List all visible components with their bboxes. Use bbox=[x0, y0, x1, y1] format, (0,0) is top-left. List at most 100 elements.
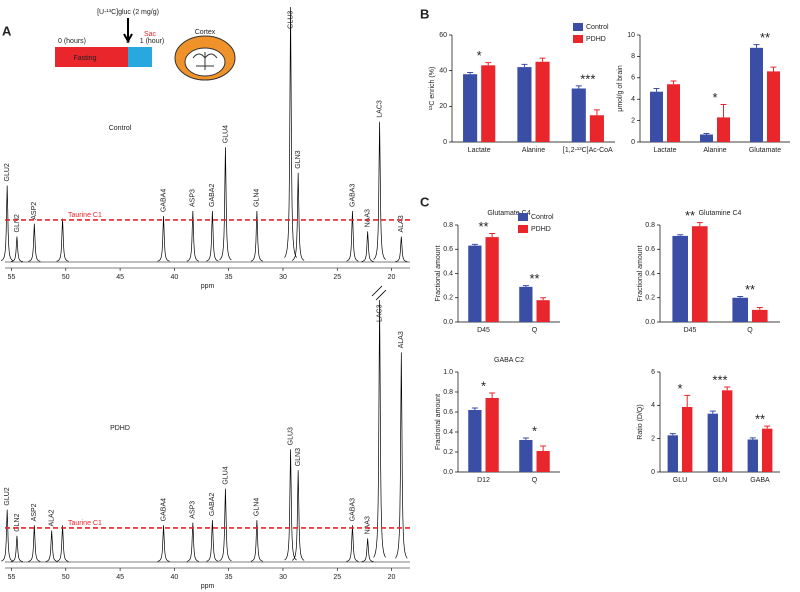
panel-label: C bbox=[420, 194, 430, 209]
significance: *** bbox=[580, 71, 595, 86]
peak-label: GLU3 bbox=[287, 11, 294, 29]
peak bbox=[250, 520, 263, 562]
error-bar bbox=[684, 394, 691, 407]
x-tick-label: GLN bbox=[713, 477, 727, 484]
y-tick-label: 0.2 bbox=[443, 449, 453, 456]
error-bar bbox=[575, 85, 582, 89]
start-label: 0 (hours) bbox=[58, 38, 86, 45]
bar bbox=[589, 115, 604, 142]
x-tick-label: Alanine bbox=[522, 147, 545, 154]
x-tick-label: D12 bbox=[477, 477, 490, 484]
peak-label: GLU4 bbox=[222, 125, 229, 143]
bar bbox=[732, 297, 748, 322]
error-bar bbox=[489, 392, 496, 398]
peak bbox=[361, 231, 374, 262]
y-tick-label: 6 bbox=[651, 369, 655, 376]
bar bbox=[535, 61, 550, 142]
legend-swatch bbox=[518, 225, 528, 233]
bar bbox=[468, 245, 482, 322]
peak bbox=[373, 299, 386, 558]
x-tick-label: GABA bbox=[750, 477, 770, 484]
bar bbox=[485, 398, 499, 472]
x-tick-label: 30 bbox=[279, 274, 287, 281]
peak bbox=[206, 520, 219, 562]
error-bar bbox=[753, 44, 760, 48]
peak bbox=[10, 236, 23, 262]
legend-swatch bbox=[518, 213, 528, 221]
bar bbox=[717, 117, 730, 142]
peak-label: ALA3 bbox=[398, 331, 405, 348]
error-bar bbox=[670, 80, 677, 85]
error-bar bbox=[540, 445, 547, 451]
peak bbox=[284, 6, 297, 258]
x-tick-label: 50 bbox=[62, 574, 70, 581]
significance: * bbox=[677, 381, 682, 396]
x-tick-label: Alanine bbox=[703, 147, 726, 154]
significance: ** bbox=[755, 412, 765, 427]
y-tick-label: 8 bbox=[631, 53, 635, 60]
y-tick-label: 2 bbox=[651, 436, 655, 443]
bar bbox=[536, 300, 550, 322]
peak-label: ASP2 bbox=[31, 202, 38, 220]
significance: * bbox=[481, 378, 486, 393]
reference-label: Taurine C1 bbox=[68, 520, 102, 527]
injection-arrow bbox=[123, 18, 133, 44]
legend-label: PDHD bbox=[586, 36, 606, 43]
significance: ** bbox=[745, 282, 755, 297]
peak-label: NAA3 bbox=[364, 516, 371, 534]
y-tick-label: 6 bbox=[631, 75, 635, 82]
peak bbox=[56, 218, 69, 262]
error-bar bbox=[653, 88, 660, 92]
x-tick-label: Q bbox=[532, 327, 538, 334]
x-tick-label: 25 bbox=[333, 274, 341, 281]
bar bbox=[767, 71, 780, 142]
x-tick-label: 50 bbox=[62, 274, 70, 281]
y-tick-label: 0 bbox=[651, 469, 655, 476]
x-tick-label: Q bbox=[747, 327, 753, 334]
significance: ** bbox=[760, 30, 770, 45]
x-tick-label: 45 bbox=[116, 574, 124, 581]
y-tick-label: 0.4 bbox=[645, 270, 655, 277]
timeline: Fasting 0 (hours) 5 Sac 1 (hour) [U-¹³C]… bbox=[55, 9, 236, 81]
error-bar bbox=[756, 306, 763, 310]
injection-label: [U-¹³C]gluc (2 mg/g) bbox=[97, 9, 159, 16]
y-tick-label: 10 bbox=[627, 32, 635, 39]
error-bar bbox=[749, 437, 756, 440]
peak-label: GABA2 bbox=[209, 184, 216, 207]
region-label: Cortex bbox=[195, 29, 216, 36]
peak-label: GLN4 bbox=[254, 498, 261, 516]
error-bar bbox=[737, 296, 744, 298]
error-bar bbox=[467, 71, 474, 75]
peak bbox=[157, 216, 170, 262]
peak-label: GLN2 bbox=[14, 214, 21, 232]
peak bbox=[361, 538, 374, 562]
peak-label: GABA3 bbox=[349, 184, 356, 207]
significance: * bbox=[477, 48, 482, 63]
y-tick-label: 0.4 bbox=[443, 270, 453, 277]
chart-title: GABA C2 bbox=[494, 357, 524, 364]
bar bbox=[667, 84, 680, 142]
legend-swatch bbox=[573, 35, 583, 43]
legend-label: Control bbox=[531, 214, 554, 221]
peak-label: GLU3 bbox=[287, 427, 294, 445]
error-bar bbox=[593, 109, 600, 116]
bar bbox=[667, 435, 678, 472]
bar bbox=[692, 226, 708, 322]
bar bbox=[481, 65, 496, 142]
error-bar bbox=[522, 437, 529, 440]
error-bar bbox=[709, 410, 716, 414]
bar bbox=[722, 390, 733, 472]
x-tick-label: 55 bbox=[8, 274, 16, 281]
reference-label: Taurine C1 bbox=[68, 212, 102, 219]
y-tick-label: 40 bbox=[439, 68, 447, 75]
y-tick-label: 4 bbox=[651, 402, 655, 409]
panel-label: B bbox=[420, 6, 429, 21]
x-tick-label: D45 bbox=[477, 327, 490, 334]
peak-label: ALA2 bbox=[49, 509, 56, 526]
y-tick-label: 0.0 bbox=[443, 319, 453, 326]
x-tick-label: Lactate bbox=[468, 147, 491, 154]
bar bbox=[650, 91, 663, 142]
sac-bar bbox=[128, 47, 152, 67]
peak bbox=[291, 172, 305, 261]
